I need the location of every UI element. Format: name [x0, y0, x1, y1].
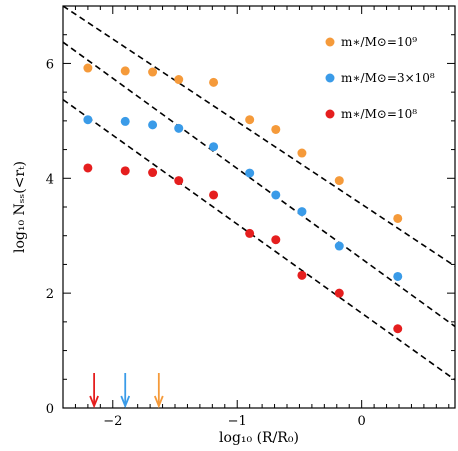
fit-line: [62, 98, 456, 381]
legend-marker: [325, 109, 335, 119]
data-point: [297, 207, 307, 217]
x-axis-title: log₁₀ (R/R₀): [219, 430, 299, 446]
legend-label: m∗/M⊙=10⁹: [341, 35, 417, 49]
arrow-head: [120, 395, 131, 409]
data-point: [393, 324, 403, 334]
data-point: [297, 270, 307, 280]
data-point: [245, 115, 255, 125]
data-point: [148, 168, 158, 178]
legend-label: m∗/M⊙=10⁸: [341, 107, 417, 121]
data-point: [209, 77, 219, 87]
data-point: [209, 142, 219, 152]
data-point: [271, 190, 281, 200]
data-point: [245, 228, 255, 238]
data-point: [148, 67, 158, 77]
data-point: [271, 235, 281, 245]
data-point: [174, 176, 184, 186]
arrow-markers: [89, 373, 164, 409]
data-point: [334, 288, 344, 298]
y-tick-label: 2: [46, 287, 54, 302]
data-point: [393, 213, 403, 223]
legend-marker: [325, 37, 335, 47]
data-point: [83, 115, 93, 125]
data-point: [148, 120, 158, 130]
data-point: [245, 168, 255, 178]
x-tick-label: 0: [358, 414, 366, 429]
data-points: [83, 63, 403, 334]
fit-lines: [62, 5, 456, 381]
data-point: [334, 176, 344, 186]
y-axis-title: log₁₀ Nₛₛ(<rₜ): [12, 161, 28, 253]
data-point: [209, 190, 219, 200]
y-tick-label: 4: [46, 172, 54, 187]
x-tick-label: −2: [103, 414, 122, 429]
fit-line: [62, 41, 456, 328]
plot-frame: [62, 5, 456, 409]
data-point: [120, 66, 130, 76]
x-tick-label: −1: [228, 414, 247, 429]
legend-marker: [325, 73, 335, 83]
arrow-head: [89, 395, 99, 409]
data-point: [120, 166, 130, 176]
tick-labels: −2 −1 0 0 2 4 6: [46, 57, 366, 429]
data-point: [174, 75, 184, 85]
data-point: [297, 148, 307, 158]
y-tick-label: 6: [46, 57, 54, 72]
y-tick-label: 0: [46, 402, 54, 417]
data-point: [120, 116, 130, 126]
data-point: [271, 124, 281, 134]
arrow-head: [153, 395, 164, 409]
data-point: [393, 271, 403, 281]
fit-line: [62, 5, 456, 267]
data-point: [174, 123, 184, 133]
legend: m∗/M⊙=10⁹ m∗/M⊙=3×10⁸ m∗/M⊙=10⁸: [325, 35, 435, 121]
legend-label: m∗/M⊙=3×10⁸: [341, 71, 435, 85]
axis-ticks: [62, 5, 455, 409]
data-point: [334, 241, 344, 251]
data-point: [83, 63, 93, 73]
data-point: [83, 163, 93, 173]
